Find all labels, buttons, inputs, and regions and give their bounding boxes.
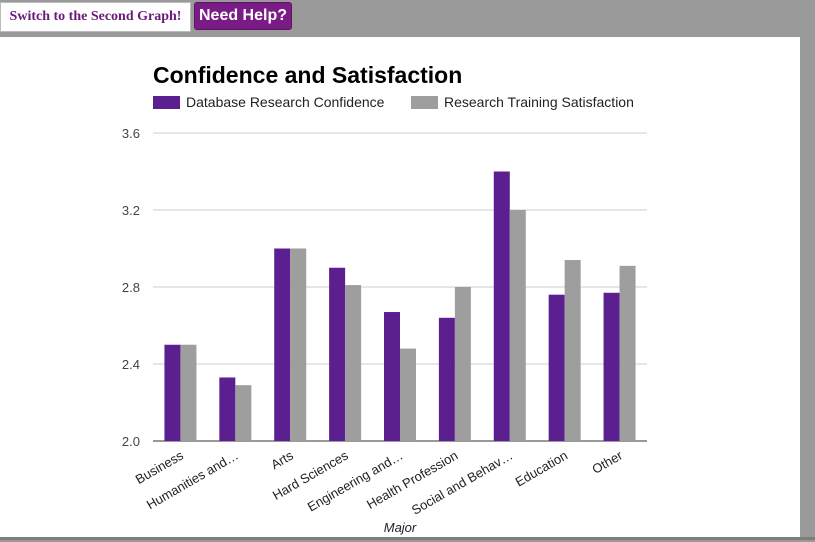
legend-label-confidence: Database Research Confidence bbox=[186, 94, 385, 110]
bar-confidence[interactable] bbox=[603, 292, 620, 441]
bar-chart: Confidence and Satisfaction Database Res… bbox=[122, 62, 647, 535]
x-tick-label: Arts bbox=[268, 447, 296, 472]
bar-confidence[interactable] bbox=[438, 317, 455, 441]
bar-confidence[interactable] bbox=[219, 377, 236, 441]
x-tick-label: Humanities and… bbox=[144, 448, 241, 513]
legend-label-satisfaction: Research Training Satisfaction bbox=[444, 94, 634, 110]
bar-satisfaction[interactable] bbox=[564, 260, 581, 441]
bar-satisfaction[interactable] bbox=[509, 210, 526, 441]
bars bbox=[164, 171, 636, 442]
x-tick-label: Other bbox=[589, 447, 625, 477]
bar-confidence[interactable] bbox=[493, 171, 510, 442]
legend: Database Research Confidence Research Tr… bbox=[153, 94, 634, 110]
bar-satisfaction[interactable] bbox=[454, 287, 471, 441]
x-axis-label: Major bbox=[384, 520, 417, 535]
bar-satisfaction[interactable] bbox=[619, 265, 636, 441]
bar-confidence[interactable] bbox=[548, 294, 565, 441]
bar-satisfaction[interactable] bbox=[180, 344, 197, 441]
bar-confidence[interactable] bbox=[384, 312, 400, 441]
x-tick-label: Engineering and… bbox=[305, 448, 406, 515]
y-tick-label: 2.4 bbox=[122, 357, 140, 372]
bar-satisfaction[interactable] bbox=[345, 285, 362, 441]
bar-confidence[interactable] bbox=[274, 248, 291, 442]
y-tick-label: 3.2 bbox=[122, 203, 140, 218]
bar-confidence[interactable] bbox=[329, 267, 346, 441]
need-help-button[interactable]: Need Help? bbox=[194, 2, 292, 30]
chart-title: Confidence and Satisfaction bbox=[153, 62, 462, 88]
x-tick-label: Social and Behav… bbox=[409, 448, 515, 518]
top-toolbar: Switch to the Second Graph! Need Help? bbox=[0, 0, 815, 36]
chart-panel: Confidence and Satisfaction Database Res… bbox=[0, 37, 800, 537]
legend-swatch-confidence bbox=[153, 96, 180, 109]
bottom-border bbox=[0, 537, 815, 540]
y-axis-ticks: 2.0 2.4 2.8 3.2 3.6 bbox=[122, 126, 140, 449]
bar-satisfaction[interactable] bbox=[400, 348, 416, 441]
legend-swatch-satisfaction bbox=[411, 96, 438, 109]
bar-satisfaction[interactable] bbox=[290, 248, 307, 442]
y-tick-label: 2.8 bbox=[122, 280, 140, 295]
bar-satisfaction[interactable] bbox=[235, 385, 252, 441]
y-tick-label: 2.0 bbox=[122, 434, 140, 449]
switch-graph-button[interactable]: Switch to the Second Graph! bbox=[0, 2, 191, 32]
bar-confidence[interactable] bbox=[164, 344, 181, 441]
x-tick-label: Education bbox=[513, 448, 571, 490]
y-tick-label: 3.6 bbox=[122, 126, 140, 141]
